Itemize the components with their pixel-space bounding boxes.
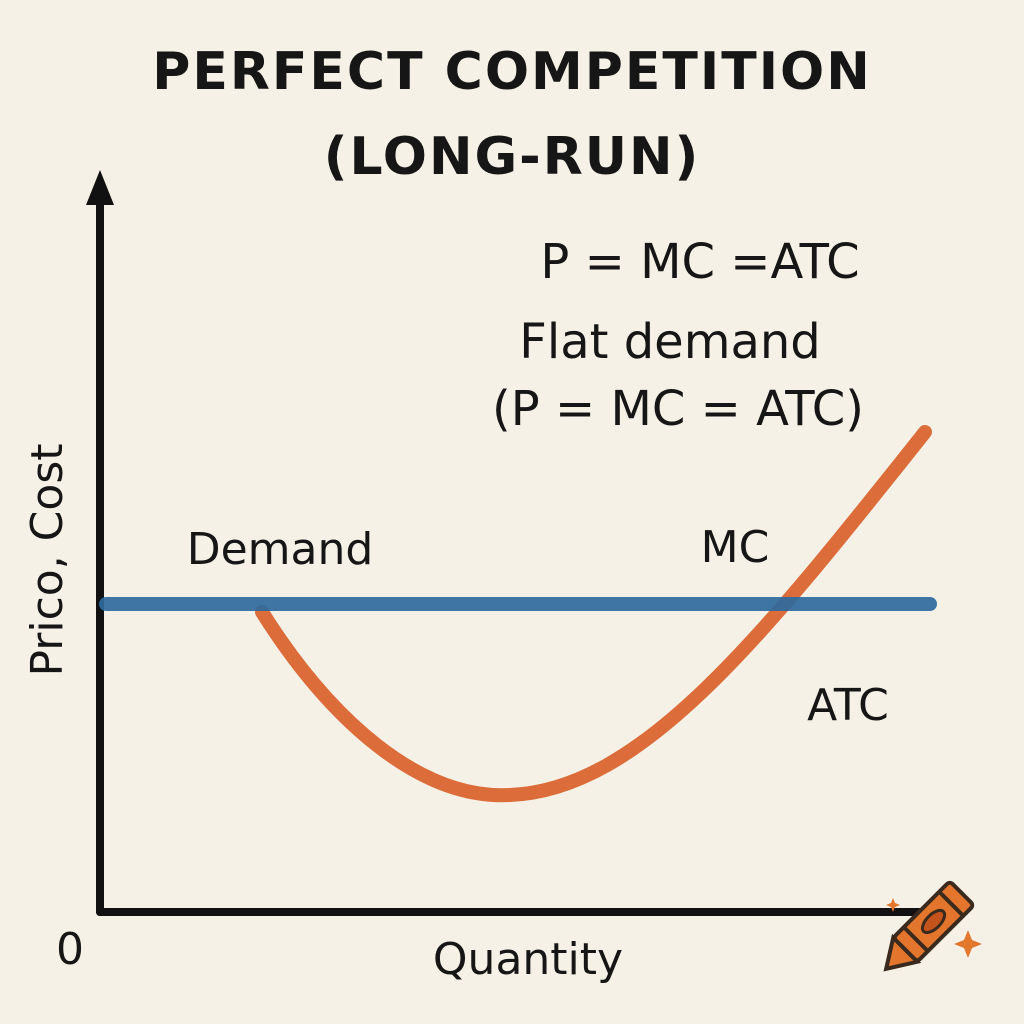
sparkle — [886, 898, 900, 912]
y-axis-label: Prico, Cost — [22, 444, 73, 677]
annotation: Flat demand — [519, 314, 821, 370]
sparkle — [954, 930, 982, 958]
x-axis-label: Quantity — [433, 934, 623, 985]
atc-curve — [255, 425, 932, 803]
annotation: (P = MC = ATC) — [492, 381, 864, 437]
title-line: PERFECT COMPETITION — [152, 42, 872, 102]
annotation: P = MC =ATC — [540, 234, 859, 290]
origin-label: 0 — [56, 924, 84, 975]
curve-label: ATC — [807, 680, 889, 731]
y-axis-arrow — [86, 170, 114, 205]
title-line: (LONG-RUN) — [324, 127, 701, 187]
crayon-icon — [883, 880, 975, 972]
curve-label: Demand — [187, 524, 374, 575]
curve-label: MC — [701, 522, 770, 573]
